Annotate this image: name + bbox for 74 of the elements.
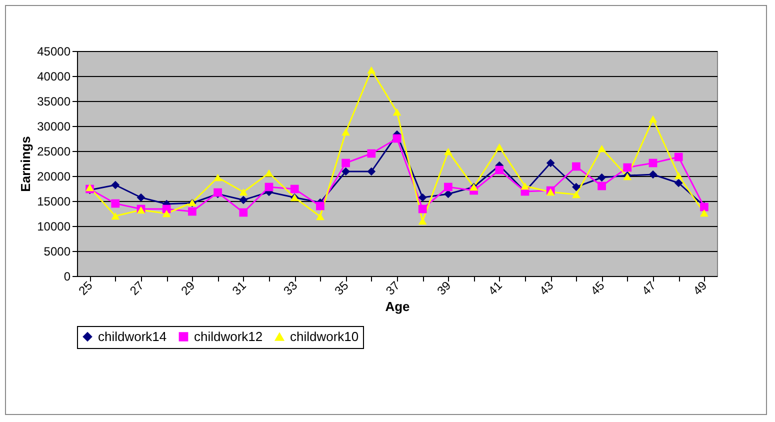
point bbox=[188, 207, 196, 216]
point bbox=[444, 182, 452, 192]
y-tick-label: 40000 bbox=[37, 70, 71, 84]
y-tick-label: 5000 bbox=[44, 244, 71, 258]
point bbox=[674, 152, 683, 162]
point bbox=[648, 115, 658, 123]
x-tick-label: 49 bbox=[690, 278, 710, 298]
point bbox=[648, 158, 658, 168]
point bbox=[239, 208, 248, 217]
x-tick-label: 27 bbox=[127, 278, 147, 298]
x-axis-title: Age bbox=[385, 299, 410, 314]
point bbox=[316, 212, 324, 220]
point bbox=[598, 182, 606, 190]
point bbox=[648, 170, 658, 179]
x-tick-label: 45 bbox=[588, 278, 608, 298]
x-tick-label: 35 bbox=[332, 278, 352, 298]
point bbox=[239, 196, 248, 204]
point bbox=[239, 188, 248, 196]
point bbox=[111, 199, 120, 208]
point bbox=[342, 158, 350, 168]
point bbox=[367, 167, 376, 176]
y-tick-label: 20000 bbox=[37, 170, 71, 184]
point bbox=[572, 182, 580, 192]
point bbox=[214, 174, 222, 182]
legend-label: childwork10 bbox=[290, 328, 359, 344]
y-tick-label: 35000 bbox=[37, 94, 71, 108]
x-tick-label: 29 bbox=[178, 278, 198, 298]
point bbox=[392, 108, 402, 116]
point bbox=[546, 158, 555, 168]
point bbox=[444, 148, 452, 156]
point bbox=[111, 212, 120, 220]
y-tick-label: 0 bbox=[64, 270, 71, 284]
point bbox=[598, 144, 606, 152]
point bbox=[674, 172, 683, 180]
point bbox=[392, 134, 402, 143]
point bbox=[674, 178, 683, 188]
y-tick-label: 45000 bbox=[37, 44, 71, 58]
point bbox=[495, 166, 504, 174]
point bbox=[111, 180, 120, 190]
point bbox=[598, 173, 606, 182]
point bbox=[418, 193, 427, 202]
point bbox=[316, 202, 324, 210]
x-tick-label: 47 bbox=[639, 278, 659, 298]
point bbox=[264, 182, 274, 192]
x-tick-label: 39 bbox=[434, 278, 454, 298]
y-tick-label: 10000 bbox=[37, 220, 71, 234]
legend-label: childwork12 bbox=[194, 328, 263, 344]
point bbox=[418, 204, 427, 214]
point bbox=[264, 169, 274, 177]
x-tick-label: 37 bbox=[383, 278, 403, 298]
point bbox=[342, 167, 350, 176]
point bbox=[367, 149, 376, 158]
point bbox=[418, 217, 427, 225]
point bbox=[572, 190, 580, 198]
point bbox=[495, 143, 504, 151]
x-tick-label: 43 bbox=[536, 278, 556, 298]
x-tick-label: 31 bbox=[230, 278, 250, 298]
x-tick-label: 33 bbox=[280, 278, 300, 298]
point bbox=[342, 128, 350, 136]
y-tick-label: 25000 bbox=[37, 144, 71, 158]
point bbox=[367, 66, 376, 74]
x-tick-label: 41 bbox=[486, 278, 506, 298]
point bbox=[623, 163, 632, 172]
y-axis-title: Earnings bbox=[18, 136, 34, 192]
point bbox=[290, 184, 299, 194]
point bbox=[572, 162, 580, 171]
point bbox=[162, 210, 171, 218]
legend-label: childwork14 bbox=[98, 328, 167, 344]
y-tick-label: 30000 bbox=[37, 120, 71, 134]
point bbox=[520, 182, 530, 190]
point bbox=[700, 209, 708, 217]
y-tick-label: 15000 bbox=[37, 194, 71, 208]
x-tick-label: 25 bbox=[76, 278, 96, 298]
point bbox=[136, 193, 146, 202]
